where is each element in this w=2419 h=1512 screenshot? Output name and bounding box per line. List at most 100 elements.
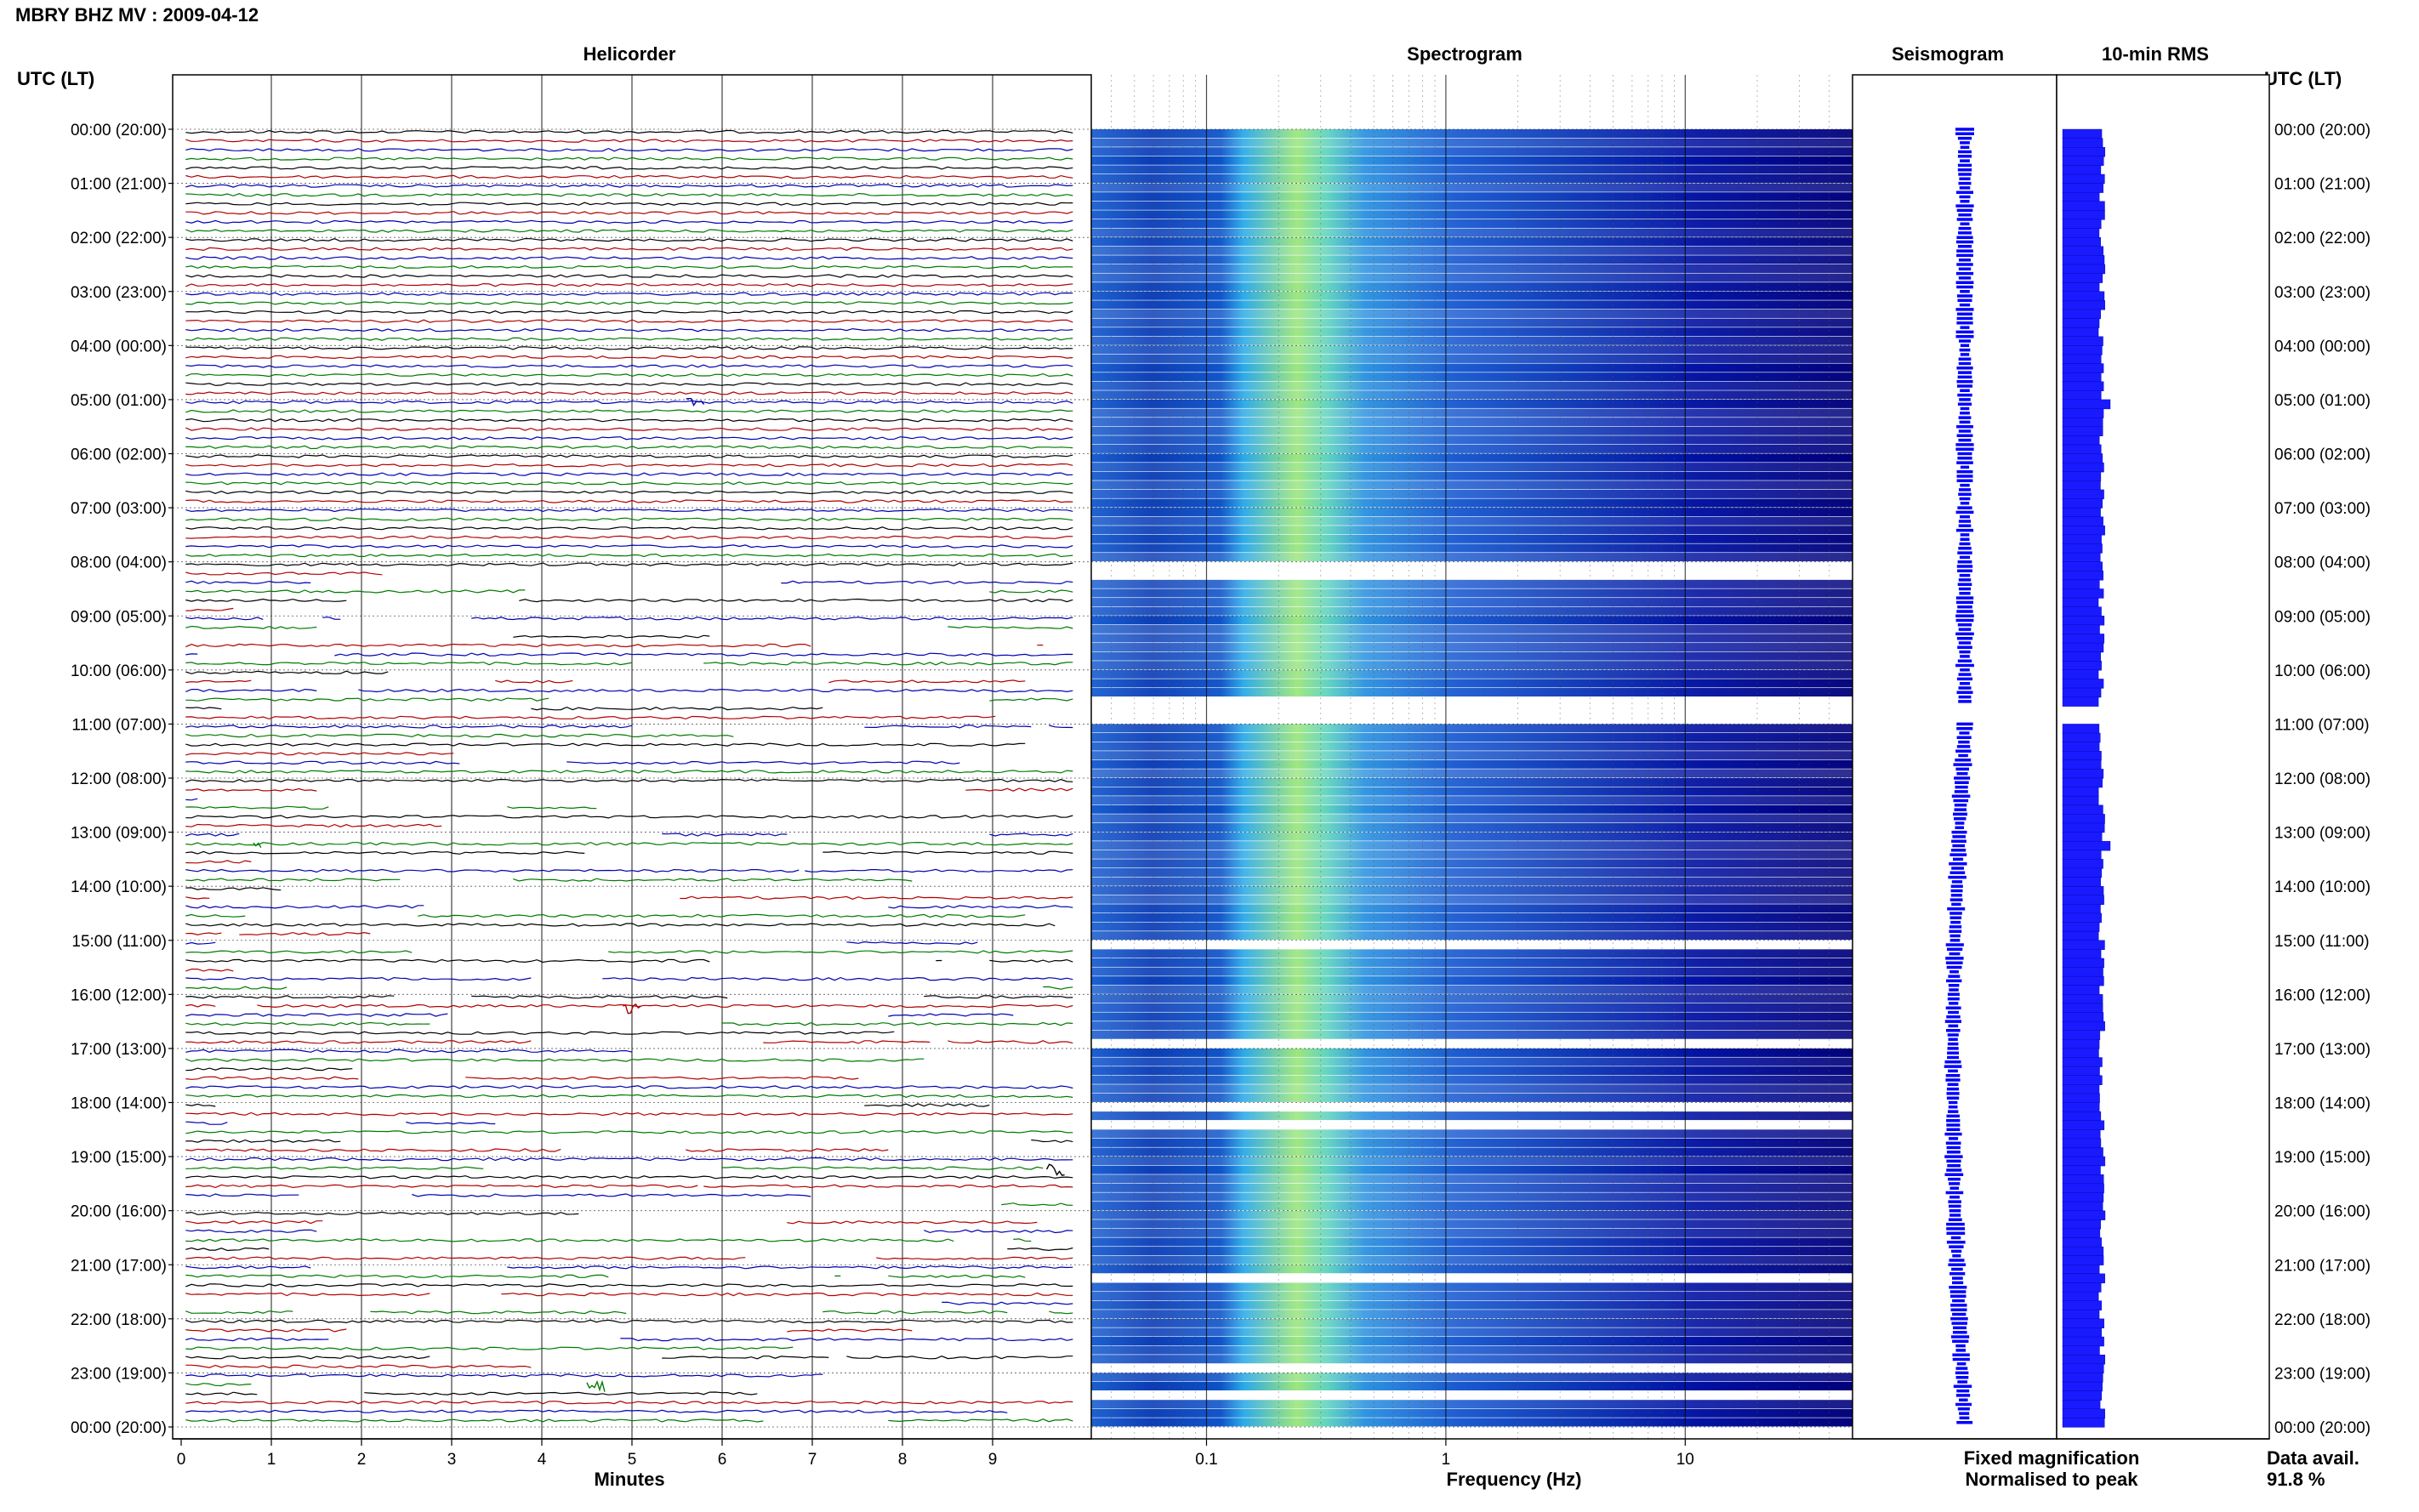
rms-bar <box>2062 1219 2101 1230</box>
spectrogram-row <box>1091 543 1853 553</box>
spectrogram-row <box>1091 147 1853 156</box>
helicorder-trace <box>185 905 1073 909</box>
time-label-right: 00:00 (20:00) <box>2274 122 2371 139</box>
rms-bar <box>2062 1363 2104 1374</box>
rms-bar <box>2062 1400 2101 1410</box>
spectrogram-row <box>1091 508 1853 517</box>
rms-bar <box>2062 1381 2103 1392</box>
rms-bar <box>2062 444 2102 455</box>
helicorder-trace <box>185 454 1073 458</box>
spectrogram-row <box>1091 579 1853 588</box>
rms-bar <box>2062 507 2101 518</box>
rms-bar <box>2062 787 2099 797</box>
rms-bar <box>2062 543 2103 554</box>
seismogram-title: Seismogram <box>1892 43 2004 65</box>
helicorder-event <box>253 842 262 849</box>
time-label-left: 08:00 (04:00) <box>71 554 167 572</box>
rms-bar <box>2062 1310 2100 1320</box>
spectrogram-row <box>1091 255 1853 264</box>
rms-title: 10-min RMS <box>2102 43 2209 65</box>
rms-bar <box>2062 661 2102 671</box>
spectrogram-row <box>1091 1093 1853 1102</box>
rms-bar <box>2062 1138 2102 1149</box>
helicorder-event <box>586 1379 606 1392</box>
rms-bar <box>2062 426 2103 436</box>
rms-bar <box>2062 1156 2106 1167</box>
spectrogram-row <box>1091 912 1853 922</box>
spectrogram-row <box>1091 399 1853 408</box>
helicorder-trace <box>185 1256 1073 1260</box>
spectrogram-row <box>1091 1202 1853 1211</box>
rms-bar <box>2062 651 2101 662</box>
spectrogram-row <box>1091 598 1853 607</box>
spectrogram-row <box>1091 1310 1853 1319</box>
rms-bar <box>2062 912 2102 924</box>
spectrogram-row <box>1091 1265 1853 1274</box>
helicorder-trace <box>185 372 1073 378</box>
helicorder-trace <box>185 895 1073 901</box>
spectrogram-row <box>1091 1157 1853 1166</box>
rms-bar <box>2062 390 2102 401</box>
helicorder-trace <box>185 1085 1073 1089</box>
spectrogram-row <box>1091 804 1853 814</box>
helicorder-xtick-label: 1 <box>267 1451 276 1469</box>
helicorder-trace <box>185 274 1073 278</box>
helicorder-trace <box>185 617 1073 621</box>
time-label-right: 07:00 (03:00) <box>2274 500 2371 518</box>
time-label-right: 02:00 (22:00) <box>2274 230 2371 247</box>
spectrogram-row <box>1091 1165 1853 1174</box>
spectrogram-row <box>1091 318 1853 327</box>
spectrogram-row <box>1091 534 1853 543</box>
time-label-left: 03:00 (23:00) <box>71 284 167 302</box>
helicorder-trace <box>185 770 1073 774</box>
helicorder-trace <box>185 986 1073 990</box>
rms-bar <box>2062 1192 2104 1202</box>
rms-bar <box>2062 1336 2104 1347</box>
spectrogram-row <box>1091 408 1853 418</box>
rms-bar <box>2062 146 2106 157</box>
time-label-right: 08:00 (04:00) <box>2274 554 2371 572</box>
time-label-right: 00:00 (20:00) <box>2274 1419 2371 1437</box>
rms-bar <box>2062 642 2104 653</box>
rms-bar <box>2062 679 2104 689</box>
helicorder-trace <box>185 472 1073 476</box>
time-label-left: 22:00 (18:00) <box>71 1311 167 1329</box>
spectrogram-row <box>1091 832 1853 841</box>
helicorder-trace <box>185 1130 1073 1134</box>
rms-bar <box>2062 1345 2100 1356</box>
helicorder-trace <box>185 697 1073 702</box>
rms-bar <box>2062 1373 2103 1383</box>
spectrogram-row <box>1091 489 1853 498</box>
spectrogram-row <box>1091 1210 1853 1219</box>
spectrogram-row <box>1091 273 1853 282</box>
time-label-left: 14:00 (10:00) <box>71 878 167 896</box>
time-label-right: 01:00 (21:00) <box>2274 176 2371 194</box>
spectrogram-row <box>1091 480 1853 490</box>
helicorder-trace <box>185 868 1073 873</box>
time-label-left: 00:00 (20:00) <box>71 1419 167 1437</box>
rms-bar <box>2062 318 2100 328</box>
rms-bar <box>2062 1012 2104 1022</box>
rms-bar <box>2062 588 2104 599</box>
rms-bar <box>2062 381 2104 391</box>
spectrogram-row <box>1091 246 1853 255</box>
helicorder-trace <box>185 264 1073 270</box>
spectrogram-row <box>1091 309 1853 318</box>
helicorder-trace <box>185 1418 1073 1423</box>
spectrogram-row <box>1091 1237 1853 1247</box>
spectrogram-row <box>1091 814 1853 823</box>
helicorder-xtick-label: 7 <box>808 1451 817 1469</box>
rms-bar <box>2062 1282 2102 1293</box>
helicorder-trace <box>185 778 1073 783</box>
helicorder-trace <box>185 1337 1073 1342</box>
time-label-right: 05:00 (01:00) <box>2274 392 2371 410</box>
rms-bar <box>2062 1093 2100 1104</box>
spectrogram-row <box>1091 201 1853 210</box>
spectrogram-row <box>1091 867 1853 877</box>
helicorder-trace <box>185 229 1073 233</box>
spectrogram-row <box>1091 1382 1853 1391</box>
helicorder-trace <box>185 400 1073 405</box>
time-label-left: 16:00 (12:00) <box>71 986 167 1004</box>
spectrogram-row <box>1091 661 1853 670</box>
rms-bar <box>2062 885 2104 896</box>
